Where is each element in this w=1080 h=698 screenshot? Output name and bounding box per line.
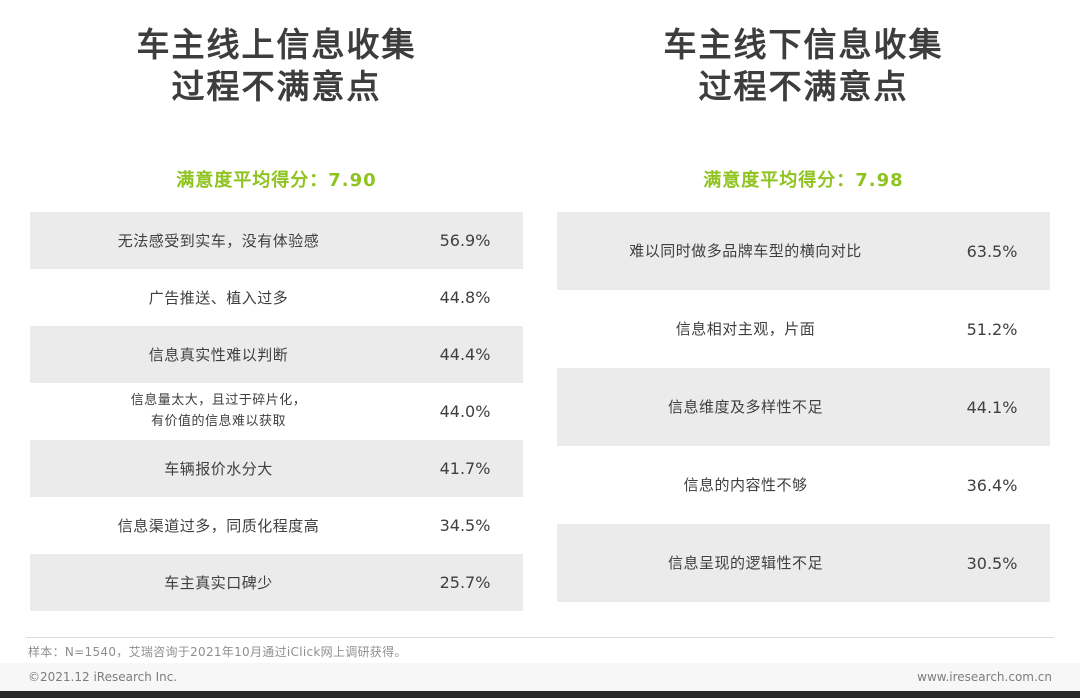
satisfaction-score-online: 满意度平均得分：7.90 [176,170,377,192]
row-percentage: 63.5% [966,241,1018,261]
row-percentage: 56.9% [439,231,491,251]
table-row: 信息的内容性不够 36.4% [557,446,1050,524]
row-label: 难以同时做多品牌车型的横向对比 [629,242,862,261]
table-row: 信息量太大，且过于碎片化， 有价值的信息难以获取 44.0% [30,383,523,440]
row-label: 信息的内容性不够 [683,476,808,495]
row-percentage: 44.8% [439,288,491,308]
charts-container: 车主线上信息收集 过程不满意点 满意度平均得分：7.90 无法感受到实车，没有体… [30,24,1050,612]
table-row: 车辆报价水分大 41.7% [30,440,523,498]
row-label: 信息维度及多样性不足 [667,398,823,417]
row-label: 信息量太大，且过于碎片化， 有价值的信息难以获取 [130,393,307,429]
bottom-dark-strip [0,691,1080,698]
table-row: 难以同时做多品牌车型的横向对比 63.5% [557,212,1050,291]
footer-bar: ©2021.12 iResearch Inc. www.iresearch.co… [0,663,1080,691]
chart-title-offline: 车主线下信息收集 过程不满意点 [663,25,944,107]
table-offline: 难以同时做多品牌车型的横向对比 63.5% 信息相对主观，片面 51.2% 信息… [557,212,1050,603]
row-label: 信息渠道过多，同质化程度高 [117,516,320,535]
table-row: 车主真实口碑少 25.7% [30,554,523,612]
table-row: 无法感受到实车，没有体验感 56.9% [30,212,523,270]
table-row: 信息维度及多样性不足 44.1% [557,368,1050,447]
row-percentage: 30.5% [966,553,1018,573]
panel-online: 车主线上信息收集 过程不满意点 满意度平均得分：7.90 无法感受到实车，没有体… [30,24,523,612]
row-percentage: 41.7% [439,459,491,479]
table-row: 信息相对主观，片面 51.2% [557,290,1050,368]
copyright-text: ©2021.12 iResearch Inc. [28,670,178,684]
row-percentage: 25.7% [439,573,491,593]
divider [26,637,1054,638]
sample-note: 样本：N=1540，艾瑞咨询于2021年10月通过iClick网上调研获得。 [28,645,407,659]
table-online: 无法感受到实车，没有体验感 56.9% 广告推送、植入过多 44.8% 信息真实… [30,212,523,612]
website-url: www.iresearch.com.cn [917,670,1052,684]
panel-offline: 车主线下信息收集 过程不满意点 满意度平均得分：7.98 难以同时做多品牌车型的… [557,24,1050,611]
satisfaction-score-offline: 满意度平均得分：7.98 [703,170,904,192]
row-label: 车辆报价水分大 [164,459,273,478]
row-label: 信息呈现的逻辑性不足 [667,554,823,573]
row-percentage: 44.0% [439,402,491,422]
row-label: 车主真实口碑少 [164,573,273,592]
row-percentage: 34.5% [439,516,491,536]
row-label: 无法感受到实车，没有体验感 [117,231,320,250]
table-row: 广告推送、植入过多 44.8% [30,269,523,326]
row-percentage: 51.2% [966,319,1018,339]
chart-title-online: 车主线上信息收集 过程不满意点 [136,25,417,107]
table-row: 信息渠道过多，同质化程度高 34.5% [30,497,523,554]
row-percentage: 36.4% [966,475,1018,495]
row-percentage: 44.1% [966,397,1018,417]
row-label: 信息真实性难以判断 [148,345,289,364]
table-row: 信息呈现的逻辑性不足 30.5% [557,524,1050,603]
table-row: 信息真实性难以判断 44.4% [30,326,523,384]
row-label: 广告推送、植入过多 [148,288,289,307]
row-percentage: 44.4% [439,345,491,365]
row-label: 信息相对主观，片面 [675,320,816,339]
